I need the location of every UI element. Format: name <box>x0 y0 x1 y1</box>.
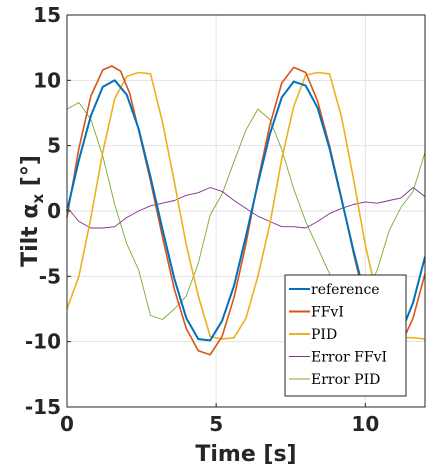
tick-marks <box>66 14 366 408</box>
legend-label: reference <box>311 282 380 298</box>
y-tick-label: 15 <box>33 3 61 27</box>
x-tick-label: 5 <box>209 412 223 436</box>
y-tick-label: 5 <box>47 134 61 158</box>
legend-label: Error PID <box>311 372 380 388</box>
y-axis-label-main: Tilt α <box>18 204 43 267</box>
legend: reference FFvI PID Error FFvI Error PID <box>284 274 407 397</box>
y-tick-label: -10 <box>25 330 61 354</box>
y-axis-label-unit: [°] <box>18 155 43 194</box>
y-tick-label: 10 <box>33 68 61 92</box>
y-tick-label: -5 <box>39 264 61 288</box>
legend-label: PID <box>311 327 337 343</box>
legend-label: FFvI <box>311 305 344 321</box>
series-line-pid <box>66 71 426 340</box>
y-axis-label: Tilt αx [°] <box>18 155 47 267</box>
legend-box <box>284 274 407 397</box>
y-axis-label-subscript: x <box>29 194 47 204</box>
y-tick-label: -15 <box>25 395 61 419</box>
x-axis-label: Time [s] <box>195 442 296 467</box>
x-tick-label: 10 <box>351 412 379 436</box>
x-tick-label: 0 <box>60 412 74 436</box>
y-tick-label: 0 <box>47 199 61 223</box>
legend-label: Error FFvI <box>311 350 387 366</box>
series-line-error-ffvi <box>66 187 426 229</box>
